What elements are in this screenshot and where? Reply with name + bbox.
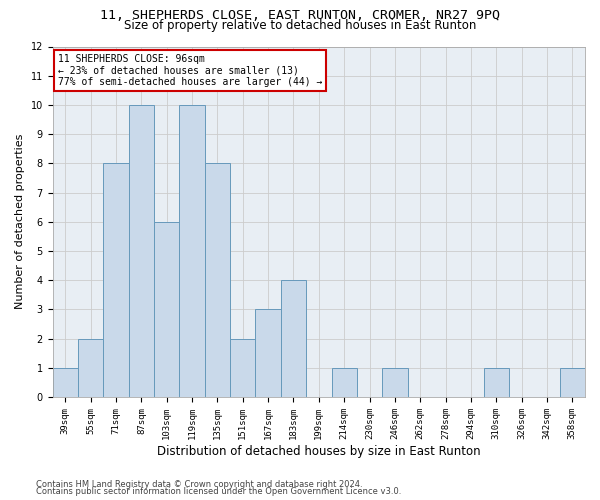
Bar — [256, 310, 281, 397]
Bar — [78, 338, 103, 397]
Text: Contains public sector information licensed under the Open Government Licence v3: Contains public sector information licen… — [36, 487, 401, 496]
Text: Contains HM Land Registry data © Crown copyright and database right 2024.: Contains HM Land Registry data © Crown c… — [36, 480, 362, 489]
Y-axis label: Number of detached properties: Number of detached properties — [15, 134, 25, 310]
Bar — [230, 338, 256, 397]
Bar — [281, 280, 306, 397]
Text: 11 SHEPHERDS CLOSE: 96sqm
← 23% of detached houses are smaller (13)
77% of semi-: 11 SHEPHERDS CLOSE: 96sqm ← 23% of detac… — [58, 54, 322, 86]
Bar — [560, 368, 585, 397]
Bar — [103, 164, 129, 397]
Text: Size of property relative to detached houses in East Runton: Size of property relative to detached ho… — [124, 18, 476, 32]
Bar — [53, 368, 78, 397]
Bar — [129, 105, 154, 397]
X-axis label: Distribution of detached houses by size in East Runton: Distribution of detached houses by size … — [157, 444, 481, 458]
Bar — [484, 368, 509, 397]
Bar — [154, 222, 179, 397]
Text: 11, SHEPHERDS CLOSE, EAST RUNTON, CROMER, NR27 9PQ: 11, SHEPHERDS CLOSE, EAST RUNTON, CROMER… — [100, 9, 500, 22]
Bar — [179, 105, 205, 397]
Bar — [332, 368, 357, 397]
Bar — [205, 164, 230, 397]
Bar — [382, 368, 407, 397]
